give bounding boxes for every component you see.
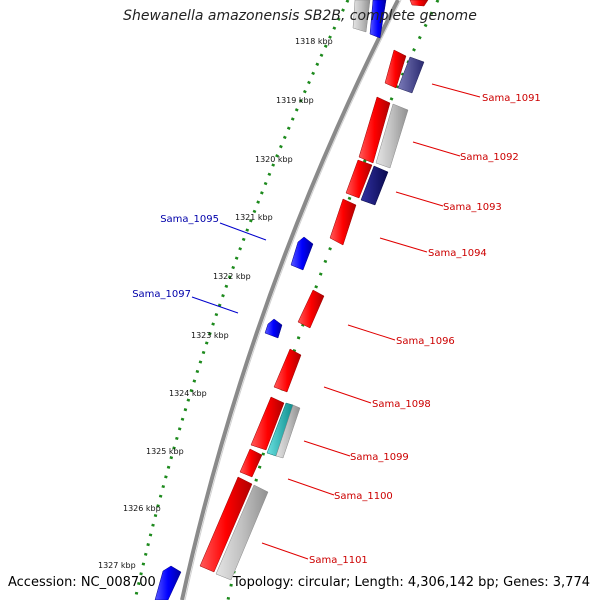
ruler-label: 1318 kbp — [295, 37, 333, 46]
feature-sama-1092 — [358, 96, 391, 164]
ruler-label: 1321 kbp — [235, 213, 273, 222]
feature-sama-1097 — [264, 318, 283, 339]
gene-label[interactable]: Sama_1091 — [482, 93, 541, 104]
feature-reverse-top — [369, 0, 387, 39]
reverse-features — [154, 0, 387, 601]
ruler-label: 1322 kbp — [213, 272, 251, 281]
reverse-labels: Sama_1095 Sama_1097 — [132, 214, 219, 300]
ruler-dots — [133, 0, 350, 601]
feature-grey-top — [352, 0, 371, 33]
gene-label[interactable]: Sama_1099 — [350, 452, 409, 463]
gene-label[interactable]: Sama_1092 — [460, 152, 519, 163]
backbone-highlight — [184, 0, 402, 601]
feature-sama-1101 — [199, 476, 253, 573]
feature-forward-top — [409, 0, 429, 7]
page-title: Shewanella amazonensis SB2B, complete ge… — [123, 8, 477, 24]
leader-line — [191, 296, 239, 314]
gene-label[interactable]: Sama_1093 — [443, 202, 502, 213]
leader-line — [412, 141, 461, 157]
feature-sama-1095 — [290, 236, 314, 271]
reverse-leaders — [191, 222, 267, 314]
feature-sama-1096 — [297, 289, 325, 329]
feature-grey-1101 — [215, 484, 269, 581]
ruler-label: 1320 kbp — [255, 155, 293, 164]
gene-label[interactable]: Sama_1098 — [372, 399, 431, 410]
leader-line — [287, 478, 335, 496]
accession-text: Accession: NC_008700 — [8, 575, 156, 590]
feature-sama-1094 — [329, 198, 357, 246]
feature-navy-1093 — [360, 165, 389, 206]
genome-backbone — [180, 0, 400, 601]
gene-label[interactable]: Sama_1100 — [334, 491, 393, 502]
feature-grey-1092 — [375, 103, 409, 169]
leader-line — [395, 191, 444, 207]
feature-slate-1091 — [397, 56, 425, 94]
leader-line — [431, 83, 481, 98]
feature-reverse-bottom — [154, 565, 182, 601]
leader-line — [219, 222, 267, 241]
leader-line — [303, 440, 351, 457]
genome-summary: Topology: circular; Length: 4,306,142 bp… — [232, 575, 590, 590]
feature-grey-1099 — [275, 404, 301, 459]
ruler-label: 1319 kbp — [276, 96, 314, 105]
ruler-labels: 1318 kbp 1319 kbp 1320 kbp 1321 kbp 1322… — [98, 37, 333, 570]
forward-labels: Sama_1091 Sama_1092 Sama_1093 Sama_1094 … — [309, 93, 541, 566]
gene-label[interactable]: Sama_1095 — [160, 214, 219, 225]
ruler-label: 1325 kbp — [146, 447, 184, 456]
forward-leaders — [261, 83, 481, 560]
feature-sama-1093 — [345, 159, 373, 199]
ruler-label: 1323 kbp — [191, 331, 229, 340]
gene-label[interactable]: Sama_1097 — [132, 289, 191, 300]
leader-line — [379, 237, 428, 253]
forward-features — [199, 49, 425, 581]
feature-sama-1100 — [239, 448, 263, 478]
ruler-label: 1324 kbp — [169, 389, 207, 398]
gene-label[interactable]: Sama_1096 — [396, 336, 455, 347]
feature-sama-1091 — [384, 49, 407, 89]
feature-sama-1099 — [250, 396, 285, 451]
ruler-label: 1327 kbp — [98, 561, 136, 570]
feature-sama-1098 — [273, 348, 302, 393]
ruler-label: 1326 kbp — [123, 504, 161, 513]
gene-label[interactable]: Sama_1094 — [428, 248, 487, 259]
gene-label[interactable]: Sama_1101 — [309, 555, 368, 566]
leader-line — [261, 542, 309, 560]
leader-line — [323, 386, 372, 404]
leader-line — [347, 324, 396, 341]
